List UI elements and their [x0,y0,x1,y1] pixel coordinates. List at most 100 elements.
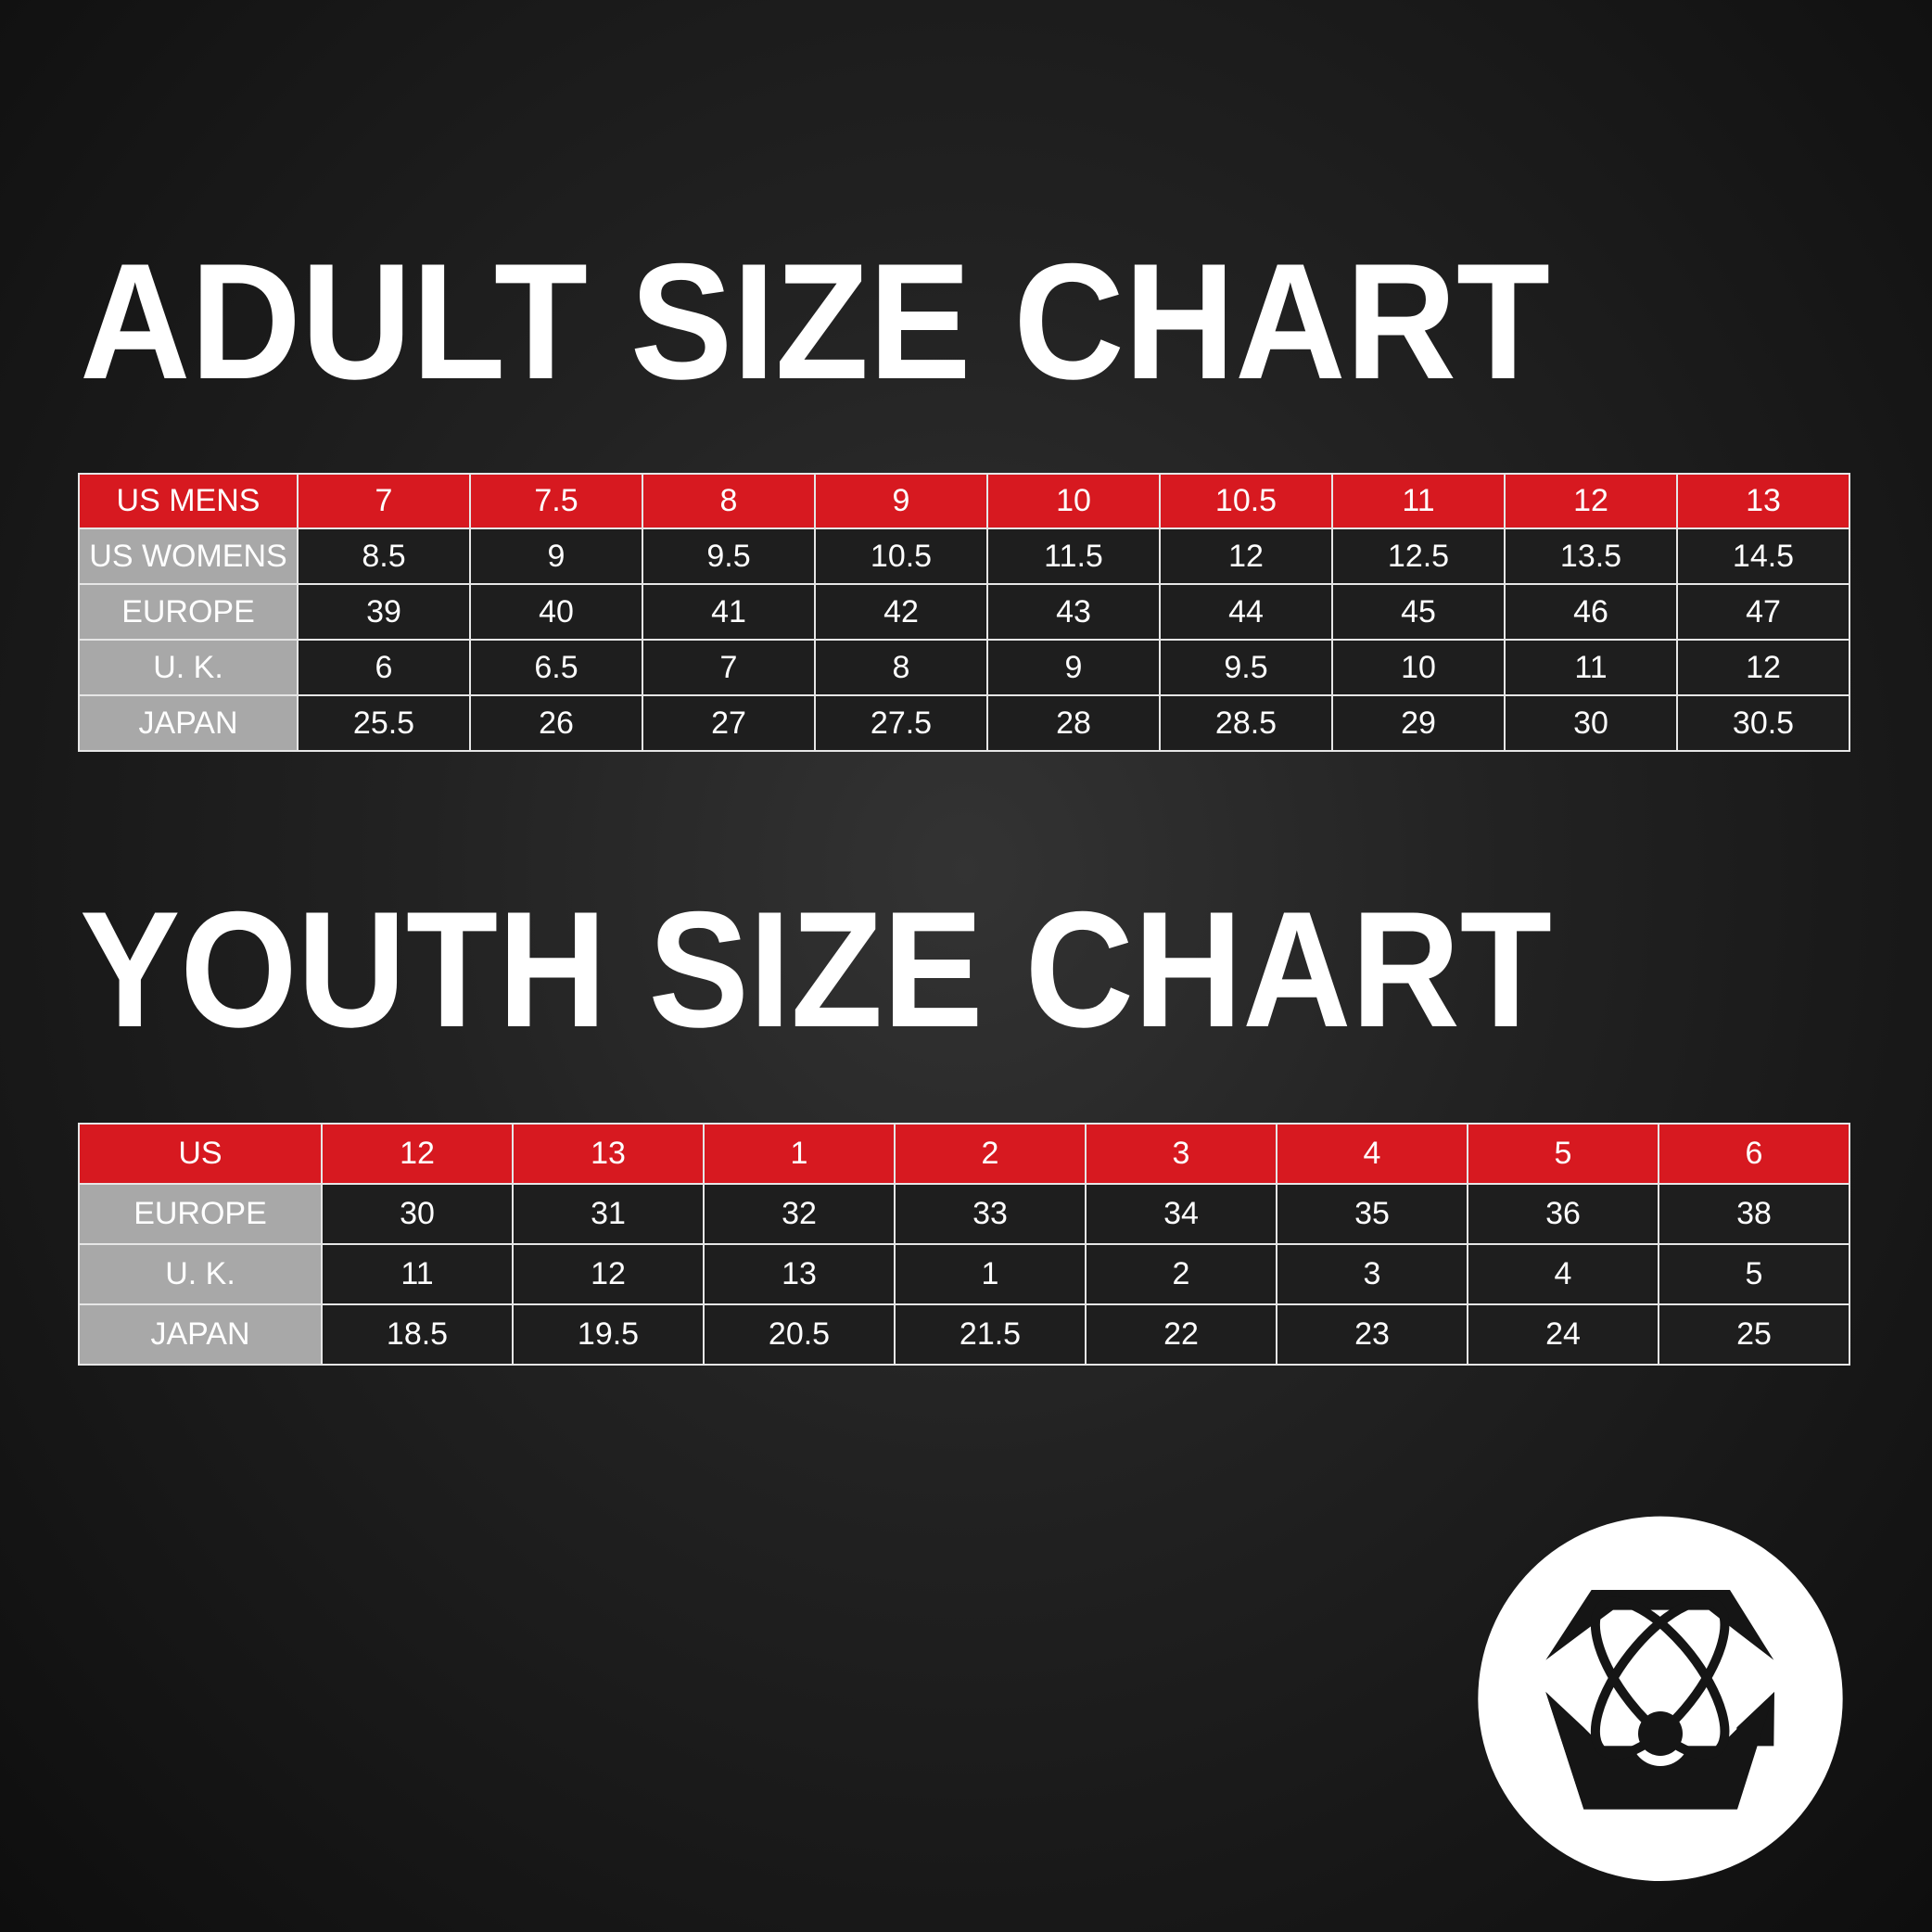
size-cell: 40 [469,583,643,641]
adult-chart-title: ADULT SIZE CHART [80,252,1550,382]
size-cell: 39 [297,583,471,641]
size-cell: 19.5 [512,1303,705,1366]
size-cell: 6 [1658,1123,1850,1185]
header-row: US MENS 7 7.5 8 9 10 10.5 11 12 13 [78,473,1850,529]
size-cell: 2 [1085,1243,1277,1305]
size-cell: 7.5 [469,473,643,529]
size-cell: 11 [321,1243,514,1305]
size-cell: 42 [814,583,988,641]
size-cell: 9 [469,527,643,585]
size-cell: 27 [642,694,816,752]
svg-text:YOUTH SIZE CHART: YOUTH SIZE CHART [80,900,1552,1030]
size-cell: 7 [642,639,816,696]
row-label: EUROPE [78,583,299,641]
row-label: US MENS [78,473,299,529]
table-row: JAPAN 18.5 19.5 20.5 21.5 22 23 24 25 [78,1303,1850,1366]
size-cell: 11 [1331,473,1506,529]
table-row: JAPAN 25.5 26 27 27.5 28 28.5 29 30 30.5 [78,694,1850,752]
size-cell: 41 [642,583,816,641]
size-cell: 30 [1504,694,1678,752]
size-cell: 11.5 [986,527,1161,585]
size-cell: 14.5 [1676,527,1850,585]
size-cell: 28 [986,694,1161,752]
svg-text:ADULT SIZE CHART: ADULT SIZE CHART [80,252,1550,382]
size-cell: 43 [986,583,1161,641]
row-label: JAPAN [78,694,299,752]
size-cell: 44 [1159,583,1333,641]
size-cell: 11 [1504,639,1678,696]
size-cell: 10.5 [1159,473,1333,529]
size-cell: 2 [894,1123,1087,1185]
size-cell: 30.5 [1676,694,1850,752]
table-row: EUROPE 39 40 41 42 43 44 45 46 47 [78,583,1850,641]
youth-chart-title: YOUTH SIZE CHART [80,900,1552,1030]
size-cell: 46 [1504,583,1678,641]
size-cell: 24 [1467,1303,1659,1366]
size-cell: 29 [1331,694,1506,752]
size-cell: 26 [469,694,643,752]
size-cell: 4 [1276,1123,1468,1185]
youth-size-table: US 12 13 1 2 3 4 5 6 EUROPE 30 31 32 33 34 35 36 38 U. K. 1… [78,1123,1850,1366]
size-cell: 12.5 [1331,527,1506,585]
size-cell: 5 [1467,1123,1659,1185]
size-cell: 34 [1085,1183,1277,1245]
size-cell: 20.5 [703,1303,896,1366]
size-cell: 31 [512,1183,705,1245]
size-cell: 8.5 [297,527,471,585]
row-label: US WOMENS [78,527,299,585]
size-cell: 12 [1676,639,1850,696]
size-cell: 32 [703,1183,896,1245]
size-cell: 33 [894,1183,1087,1245]
size-cell: 12 [512,1243,705,1305]
size-cell: 47 [1676,583,1850,641]
size-cell: 12 [1504,473,1678,529]
size-cell: 36 [1467,1183,1659,1245]
size-cell: 25 [1658,1303,1850,1366]
size-cell: 23 [1276,1303,1468,1366]
size-cell: 10 [986,473,1161,529]
row-label: JAPAN [78,1303,323,1366]
brand-logo-icon [1478,1516,1843,1881]
size-cell: 6.5 [469,639,643,696]
size-cell: 21.5 [894,1303,1087,1366]
size-cell: 9.5 [642,527,816,585]
row-label: EUROPE [78,1183,323,1245]
size-cell: 9 [814,473,988,529]
size-cell: 7 [297,473,471,529]
size-cell: 3 [1276,1243,1468,1305]
size-cell: 13.5 [1504,527,1678,585]
table-row: EUROPE 30 31 32 33 34 35 36 38 [78,1183,1850,1245]
row-label: U. K. [78,639,299,696]
adult-size-table: US MENS 7 7.5 8 9 10 10.5 11 12 13 US WOMENS 8.5 9 9.… [78,473,1850,752]
size-cell: 30 [321,1183,514,1245]
size-cell: 45 [1331,583,1506,641]
table-row: U. K. 11 12 13 1 2 3 4 5 [78,1243,1850,1305]
size-cell: 25.5 [297,694,471,752]
size-cell: 12 [321,1123,514,1185]
size-cell: 8 [814,639,988,696]
row-label: US [78,1123,323,1185]
size-cell: 3 [1085,1123,1277,1185]
table-row: U. K. 6 6.5 7 8 9 9.5 10 11 12 [78,639,1850,696]
size-cell: 10.5 [814,527,988,585]
size-cell: 1 [894,1243,1087,1305]
size-cell: 6 [297,639,471,696]
size-cell: 13 [703,1243,896,1305]
size-cell: 22 [1085,1303,1277,1366]
size-cell: 4 [1467,1243,1659,1305]
size-cell: 18.5 [321,1303,514,1366]
row-label: U. K. [78,1243,323,1305]
size-cell: 28.5 [1159,694,1333,752]
size-cell: 8 [642,473,816,529]
size-cell: 12 [1159,527,1333,585]
size-cell: 5 [1658,1243,1850,1305]
size-cell: 13 [1676,473,1850,529]
header-row: US 12 13 1 2 3 4 5 6 [78,1123,1850,1185]
size-cell: 9.5 [1159,639,1333,696]
size-cell: 38 [1658,1183,1850,1245]
size-cell: 1 [703,1123,896,1185]
size-cell: 9 [986,639,1161,696]
size-cell: 35 [1276,1183,1468,1245]
size-cell: 10 [1331,639,1506,696]
table-row: US WOMENS 8.5 9 9.5 10.5 11.5 12 12.5 13.5 14.5 [78,527,1850,585]
